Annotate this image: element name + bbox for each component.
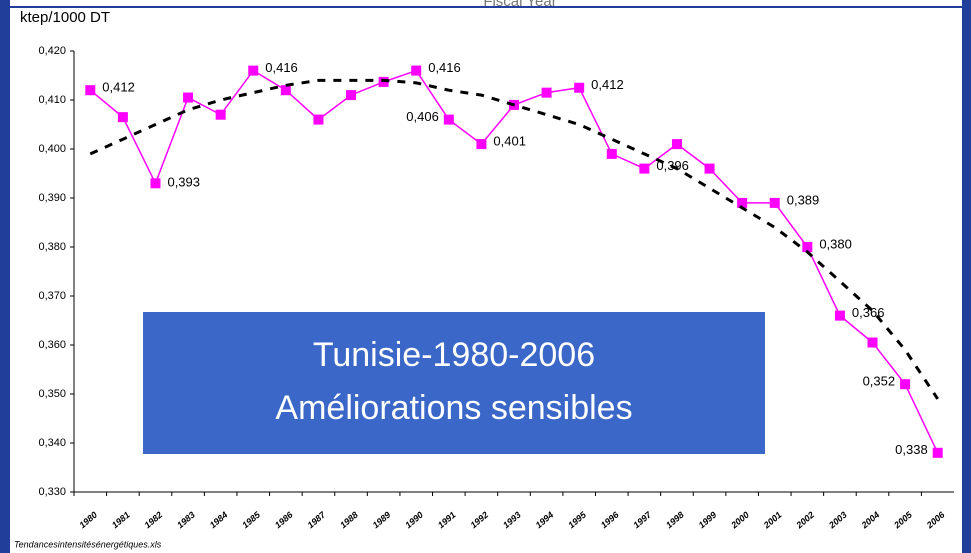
- marker: [85, 85, 96, 96]
- marker: [574, 82, 585, 93]
- x-tick-label: 1984: [208, 510, 230, 531]
- x-tick-label: 1982: [143, 510, 165, 531]
- x-tick-label: 2004: [859, 510, 882, 531]
- y-tick-label: 0,420: [38, 45, 66, 57]
- x-tick-label: 1995: [566, 509, 589, 530]
- right-frame: [962, 0, 971, 553]
- x-tick-label: 2001: [761, 510, 784, 531]
- marker: [117, 112, 128, 123]
- data-label: 0,393: [167, 175, 200, 190]
- marker: [932, 447, 943, 458]
- y-tick-label: 0,400: [38, 143, 66, 155]
- left-frame: [0, 0, 10, 553]
- data-label: 0,352: [863, 374, 896, 389]
- x-tick-label: 1988: [338, 510, 360, 531]
- annotation: Tunisie-1980-2006: [313, 336, 595, 374]
- marker: [150, 178, 161, 189]
- x-tick-label: 1994: [534, 510, 556, 531]
- marker: [834, 310, 845, 321]
- data-label: 0,338: [895, 442, 928, 457]
- marker: [606, 148, 617, 159]
- y-tick-label: 0,390: [38, 192, 66, 204]
- x-tick-label: 1990: [403, 510, 425, 531]
- marker: [769, 197, 780, 208]
- x-tick-label: 1998: [664, 510, 686, 531]
- x-tick-label: 1985: [240, 509, 263, 530]
- marker: [411, 65, 422, 76]
- y-tick-label: 0,340: [38, 437, 66, 449]
- marker: [541, 87, 552, 98]
- x-tick-label: 2000: [728, 510, 751, 531]
- x-tick-label: 1999: [697, 510, 719, 531]
- marker: [704, 163, 715, 174]
- data-label: 0,401: [493, 134, 526, 149]
- marker: [737, 197, 748, 208]
- annotation-box: [143, 312, 765, 454]
- x-tick-label: 2003: [826, 510, 849, 531]
- marker: [183, 92, 194, 103]
- marker: [346, 90, 357, 101]
- x-tick-label: 1983: [175, 510, 197, 531]
- top-frame: [10, 6, 962, 8]
- marker: [215, 109, 226, 120]
- marker: [248, 65, 259, 76]
- x-tick-label: 1989: [371, 510, 393, 531]
- y-tick-label: 0,350: [38, 388, 66, 400]
- x-tick-label: 1980: [77, 510, 99, 531]
- marker: [867, 337, 878, 348]
- top-text: Fiscal Year: [483, 0, 556, 10]
- marker: [639, 163, 650, 174]
- data-label: 0,380: [819, 236, 852, 251]
- marker: [802, 242, 813, 252]
- y-axis-label: ktep/1000 DT: [20, 9, 110, 26]
- y-tick-label: 0,380: [38, 241, 66, 253]
- data-label: 0,416: [265, 60, 298, 75]
- marker: [313, 114, 324, 125]
- x-tick-label: 1986: [273, 509, 296, 530]
- y-tick-label: 0,370: [38, 290, 66, 302]
- marker: [443, 114, 454, 125]
- x-tick-label: 1981: [110, 510, 132, 531]
- data-label: 0,416: [428, 60, 461, 75]
- y-tick-label: 0,410: [38, 94, 66, 106]
- x-tick-label: 1993: [501, 510, 523, 531]
- x-tick-label: 1987: [305, 509, 328, 530]
- trend-line: [89, 78, 939, 400]
- x-tick-label: 1992: [468, 510, 490, 531]
- y-tick-label: 0,360: [38, 339, 66, 351]
- footer: Tendancesintensitésénergétiques.xls: [14, 539, 162, 549]
- data-label: 0,412: [102, 80, 135, 95]
- data-label: 0,412: [591, 77, 624, 92]
- y-tick-label: 0,330: [38, 486, 66, 498]
- data-label: 0,406: [406, 109, 439, 124]
- x-tick-label: 2006: [924, 509, 947, 531]
- x-tick-label: 2002: [794, 510, 817, 531]
- x-tick-label: 1991: [436, 510, 458, 531]
- marker: [476, 139, 487, 150]
- marker: [671, 139, 682, 150]
- x-tick-label: 2005: [891, 509, 914, 531]
- marker: [280, 85, 291, 96]
- data-label: 0,389: [787, 192, 820, 207]
- marker: [900, 379, 911, 390]
- annotation: Améliorations sensibles: [275, 389, 632, 427]
- x-tick-label: 1997: [631, 509, 654, 530]
- x-tick-label: 1996: [599, 509, 622, 530]
- plot: 0,330 0,340 0,350 0,360 0,370 0,380 0,390 0,400…: [38, 45, 954, 531]
